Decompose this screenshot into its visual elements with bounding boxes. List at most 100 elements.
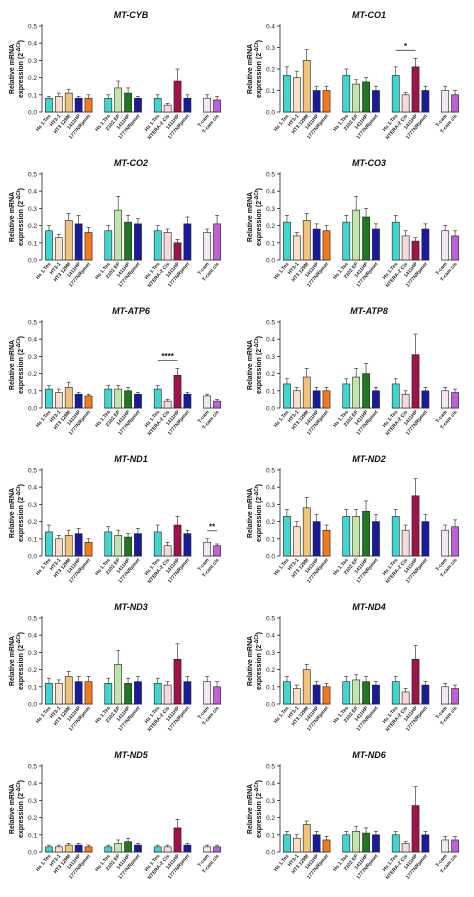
bar	[74, 97, 83, 113]
chart-panel-6: MT-ND1 0.0 0.1 0.2 0.3 0.4 0.5 Relative mRNA exp…	[9, 454, 222, 585]
y-axis-label: Relative mRNA expression (2-ΔCt)	[247, 780, 263, 838]
y-axis-label-close: )	[256, 484, 263, 486]
y-tick-label: 0.4	[28, 41, 37, 48]
chart-title: MT-ND6	[352, 750, 386, 760]
bar	[401, 393, 410, 409]
y-axis-label-sup: -ΔCt	[16, 338, 22, 349]
bar	[391, 221, 400, 261]
bar	[391, 681, 400, 705]
y-axis-label: Relative mRNA expression (2-ΔCt)	[9, 336, 25, 394]
bar	[45, 531, 53, 557]
bar	[352, 831, 361, 853]
y-tick-label: 0.3	[266, 502, 275, 509]
bar	[352, 83, 361, 113]
bar	[322, 529, 331, 557]
y-axis-label-line2: expression (2	[18, 349, 25, 394]
y-axis-label-close: )	[256, 632, 263, 634]
bar	[372, 684, 380, 705]
bar	[64, 676, 73, 705]
y-tick-label: 0.2	[28, 667, 37, 674]
chart-title: MT-ND4	[352, 602, 386, 612]
y-tick-label: 0.5	[28, 172, 37, 179]
y-axis-label-line2: expression (2	[18, 201, 25, 246]
bar	[362, 510, 370, 557]
bar	[153, 230, 162, 261]
bar	[352, 376, 361, 409]
bar	[84, 681, 93, 705]
bar	[322, 686, 331, 705]
bar	[134, 681, 142, 705]
bar	[54, 846, 63, 853]
bar	[163, 545, 172, 557]
bar	[153, 97, 162, 113]
y-tick-label: 0.5	[28, 320, 37, 327]
y-tick-label: 0.4	[266, 24, 275, 31]
y-tick-label: 0.1	[266, 536, 275, 543]
bar	[451, 688, 459, 705]
bar	[441, 686, 450, 705]
bar	[421, 90, 430, 113]
bar	[342, 75, 351, 113]
bar	[342, 681, 351, 705]
bar	[342, 383, 351, 409]
bar	[421, 521, 430, 557]
bar	[64, 387, 73, 409]
bar	[312, 684, 321, 705]
y-axis-label-line2: expression (2	[18, 645, 25, 690]
bar	[302, 824, 311, 853]
bar	[391, 516, 400, 557]
y-axis-label-line1: Relative mRNA	[9, 784, 16, 834]
chart-panel-2: MT-CO2 0.0 0.1 0.2 0.3 0.4 0.5 Relative mRNA exp…	[9, 158, 222, 289]
y-axis-label-line1: Relative mRNA	[9, 636, 16, 686]
bar	[352, 516, 361, 557]
y-tick-label: 0.3	[28, 502, 37, 509]
y-tick-label: 0.0	[28, 406, 37, 413]
bar	[342, 516, 351, 557]
bar	[362, 373, 370, 409]
bar	[183, 681, 192, 705]
bar	[54, 538, 63, 557]
bar	[451, 392, 459, 409]
y-tick-label: 0.2	[28, 223, 37, 230]
chart-title: MT-CYB	[114, 10, 149, 20]
y-tick-label: 0.4	[266, 485, 275, 492]
y-tick-label: 0.0	[266, 702, 275, 709]
bar	[163, 400, 172, 409]
bar	[213, 99, 221, 113]
y-axis-label-sup: -ΔCt	[16, 782, 22, 793]
bar	[441, 839, 450, 853]
bar	[213, 545, 221, 557]
y-tick-label: 0.1	[28, 536, 37, 543]
bar	[124, 221, 132, 261]
chart-title: MT-CO2	[114, 158, 148, 168]
bar	[302, 220, 311, 261]
chart-title: MT-CO1	[352, 10, 386, 20]
y-tick-label: 0.2	[28, 75, 37, 82]
bar	[391, 75, 400, 113]
bar	[401, 235, 410, 261]
bar	[292, 526, 301, 557]
bar	[411, 805, 420, 853]
bar	[441, 529, 450, 557]
y-tick-label: 0.4	[266, 337, 275, 344]
bar	[302, 60, 311, 113]
y-tick-label: 0.0	[266, 850, 275, 857]
y-tick-label: 0.4	[266, 189, 275, 196]
bar	[292, 235, 301, 261]
bar	[104, 683, 113, 705]
bar	[451, 94, 459, 113]
y-tick-label: 0.5	[28, 468, 37, 475]
bar	[283, 834, 291, 853]
y-axis-label: Relative mRNA expression (2-ΔCt)	[9, 40, 25, 98]
y-tick-label: 0.5	[266, 468, 275, 475]
bar	[283, 383, 291, 409]
chart-title: MT-ND2	[352, 454, 386, 464]
chart-title: MT-ND3	[114, 602, 148, 612]
bar	[441, 390, 450, 409]
bar	[292, 77, 301, 113]
bar	[183, 393, 192, 409]
y-axis-label-sup: -ΔCt	[16, 634, 22, 645]
bar	[74, 844, 83, 853]
chart-panel-9: MT-ND4 0.0 0.1 0.2 0.3 0.4 0.5 Relative mRNA exp…	[247, 602, 460, 733]
